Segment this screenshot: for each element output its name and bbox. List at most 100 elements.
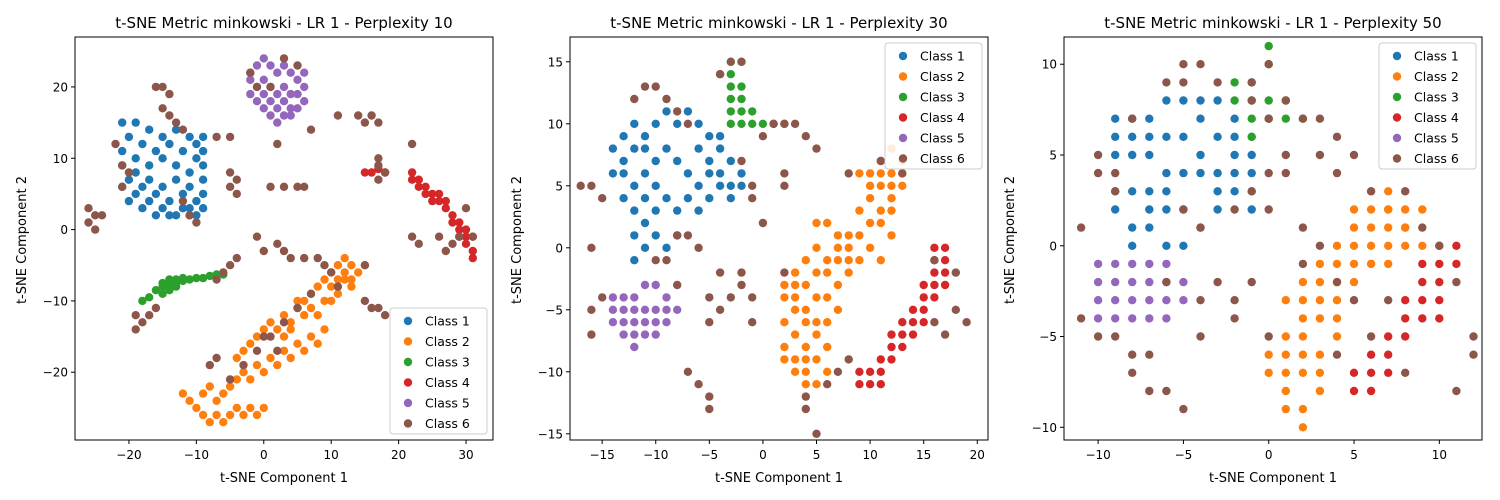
data-point: [737, 107, 746, 116]
data-point: [598, 194, 607, 203]
data-point: [1332, 296, 1342, 305]
data-point: [225, 375, 235, 384]
data-point: [219, 418, 228, 427]
data-point: [158, 132, 167, 142]
data-point: [198, 410, 208, 420]
data-point: [726, 156, 735, 166]
data-point: [178, 196, 188, 206]
data-point: [1298, 368, 1308, 377]
data-point: [651, 231, 660, 240]
data-point: [118, 161, 127, 170]
data-point: [790, 119, 800, 128]
data-point: [1145, 205, 1154, 214]
data-point: [1162, 259, 1171, 269]
data-point: [448, 239, 457, 248]
y-axis-label: t-SNE Component 2: [1003, 176, 1018, 304]
data-point: [823, 293, 832, 302]
data-point: [158, 104, 167, 113]
data-point: [823, 367, 832, 376]
data-point: [705, 169, 714, 178]
y-tick-label: 5: [555, 179, 563, 193]
data-point: [1281, 386, 1291, 396]
data-point: [673, 119, 682, 128]
data-point: [185, 182, 194, 191]
data-point: [630, 305, 639, 314]
data-point: [286, 104, 295, 113]
data-point: [232, 175, 241, 184]
data-point: [876, 181, 885, 190]
data-point: [1298, 277, 1308, 287]
data-point: [1315, 350, 1325, 359]
data-point: [855, 367, 864, 376]
data-point: [1111, 150, 1120, 160]
data-point: [844, 256, 853, 265]
x-tick-label: −15: [589, 448, 614, 462]
y-tick-label: −10: [538, 365, 563, 379]
data-point: [1315, 241, 1325, 250]
data-point: [705, 194, 714, 203]
data-point: [340, 268, 349, 277]
legend-marker: [1392, 92, 1402, 102]
y-tick-label: 0: [1049, 239, 1057, 253]
data-point: [726, 70, 735, 79]
data-point: [1145, 386, 1154, 396]
data-point: [887, 342, 896, 352]
data-point: [705, 156, 714, 166]
legend-marker: [1392, 72, 1402, 81]
data-point: [1196, 332, 1205, 341]
data-point: [640, 144, 650, 153]
data-point: [737, 181, 746, 190]
data-point: [279, 246, 289, 256]
data-point: [198, 389, 208, 398]
data-point: [1179, 241, 1188, 250]
data-point: [801, 342, 810, 352]
data-point: [333, 289, 343, 298]
legend-label: Class 6: [425, 416, 470, 431]
data-point: [192, 139, 201, 149]
data-point: [876, 367, 885, 376]
data-point: [715, 268, 725, 277]
data-point: [1349, 241, 1359, 250]
data-point: [1179, 96, 1188, 105]
data-point: [1196, 150, 1205, 160]
data-point: [758, 218, 768, 228]
data-point: [1128, 314, 1137, 323]
legend-marker: [403, 357, 413, 367]
data-point: [1349, 386, 1359, 396]
data-point: [1384, 205, 1393, 214]
data-point: [715, 169, 725, 178]
data-point: [124, 196, 134, 206]
legend-marker: [898, 133, 908, 143]
data-point: [790, 330, 800, 339]
data-point: [919, 280, 928, 290]
data-point: [1179, 168, 1188, 178]
data-point: [428, 196, 437, 206]
data-point: [327, 282, 336, 291]
y-tick-label: −10: [43, 294, 68, 308]
data-point: [273, 89, 282, 99]
axes-frame: [1063, 36, 1483, 441]
data-point: [300, 97, 309, 106]
data-point: [887, 194, 896, 203]
data-point: [876, 218, 885, 228]
data-point: [1213, 187, 1222, 196]
data-point: [374, 118, 383, 127]
data-point: [313, 253, 322, 263]
series-class-1: [608, 107, 746, 265]
data-point: [171, 175, 181, 184]
data-point: [1128, 114, 1137, 123]
legend-label: Class 3: [920, 90, 965, 105]
data-point: [673, 231, 682, 240]
data-point: [354, 268, 363, 277]
legend-label: Class 1: [1414, 49, 1459, 64]
data-point: [801, 404, 810, 414]
data-point: [651, 280, 660, 290]
data-point: [461, 204, 471, 213]
data-point: [239, 368, 248, 377]
data-point: [1162, 386, 1171, 396]
data-point: [171, 125, 181, 134]
data-point: [118, 146, 127, 156]
data-point: [833, 367, 843, 376]
data-point: [246, 403, 255, 413]
data-point: [619, 330, 628, 339]
